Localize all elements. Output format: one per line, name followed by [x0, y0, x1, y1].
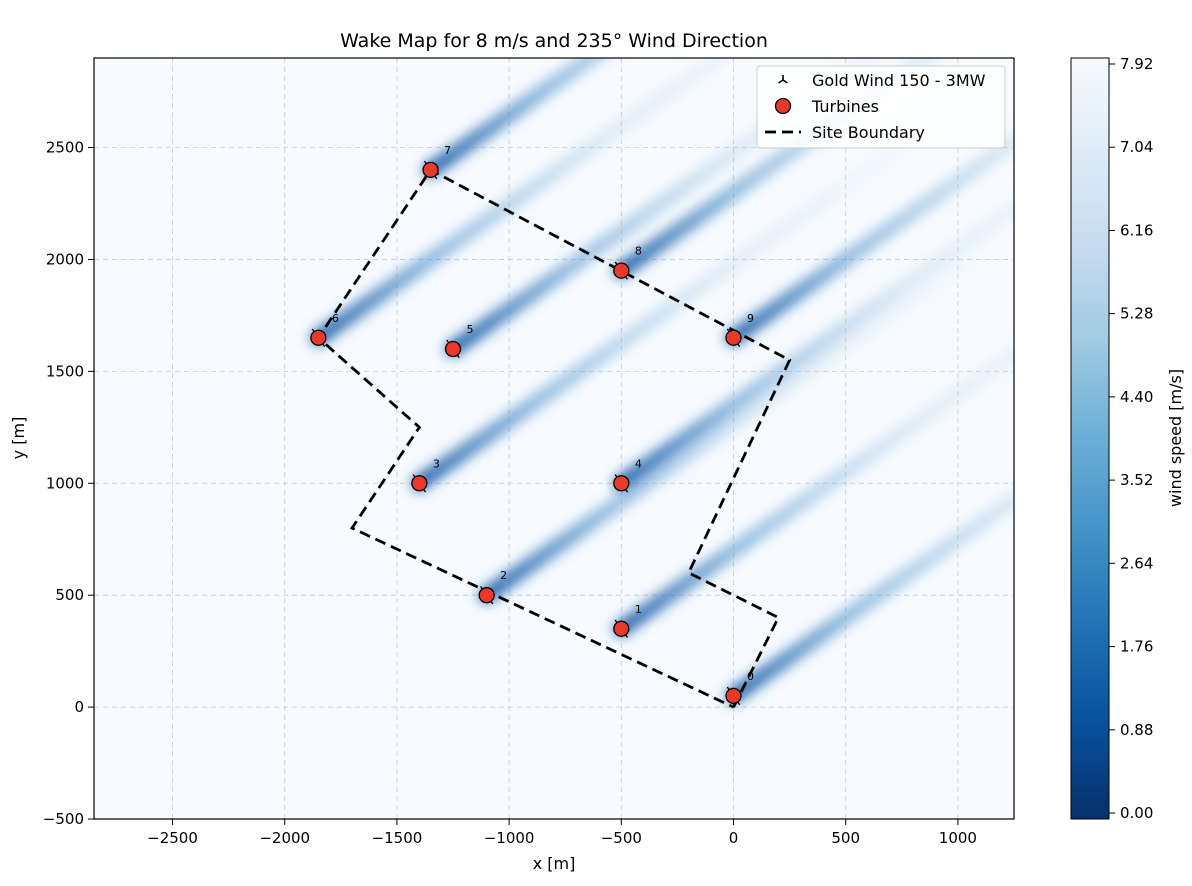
x-tick-label: −1000 [484, 829, 535, 847]
colorbar-tick-label: 2.64 [1120, 554, 1153, 572]
x-axis-label: x [m] [533, 854, 576, 873]
turbine-marker-5 [444, 340, 462, 358]
legend-label-model: Gold Wind 150 - 3MW [812, 71, 986, 90]
turbine-label-2: 2 [500, 569, 507, 582]
colorbar-tick-label: 7.92 [1120, 55, 1153, 73]
colorbar-label: wind speed [m/s] [1166, 369, 1185, 507]
turbine-marker-7 [422, 161, 439, 179]
wake-7 [422, 58, 605, 178]
turbine-label-8: 8 [635, 245, 642, 258]
y-axis-label: y [m] [9, 417, 28, 460]
turbine-label-0: 0 [747, 670, 754, 683]
wake-2 [478, 253, 973, 604]
legend: Gold Wind 150 - 3MW Turbines Site Bounda… [756, 65, 1006, 149]
turbine-label-5: 5 [467, 323, 474, 336]
turbine-label-9: 9 [747, 312, 754, 325]
y-tick-label: −500 [43, 810, 84, 828]
turbine-marker-8 [613, 262, 630, 279]
x-tick-label: −2000 [259, 829, 310, 847]
plot-background [94, 58, 1014, 819]
colorbar-tick-label: 0.00 [1120, 804, 1153, 822]
y-tick-label: 500 [55, 586, 84, 604]
x-tick-label: −1500 [372, 829, 423, 847]
colorbar-tick-label: 7.04 [1120, 138, 1153, 156]
turbine-label-1: 1 [635, 603, 642, 616]
x-axis-ticks: −2500 −2000 −1500 −1000 −500 0 500 1000 [147, 819, 977, 847]
wake-6 [310, 58, 733, 346]
turbine-marker-9 [725, 329, 742, 346]
y-tick-label: 0 [74, 698, 84, 716]
legend-label-boundary: Site Boundary [812, 123, 925, 142]
y-tick-label: 1000 [46, 474, 84, 492]
y-axis-ticks: −500 0 500 1000 1500 2000 2500 [43, 139, 94, 828]
plot-frame [93, 57, 1015, 820]
colorbar-tick-label: 4.40 [1120, 388, 1153, 406]
colorbar-ticks: 7.92 7.04 6.16 5.28 4.40 3.52 2.64 1.76 0.88 0.00 [1109, 55, 1153, 822]
turbine-marker-2 [478, 587, 495, 604]
turbine-marker-6 [310, 329, 327, 346]
colorbar-tick-label: 5.28 [1120, 305, 1153, 323]
colorbar [1070, 57, 1110, 820]
y-tick-label: 2500 [46, 139, 84, 157]
turbine-layer: 0 1 2 3 4 5 6 7 8 9 [310, 144, 754, 706]
colorbar-tick-label: 0.88 [1120, 721, 1153, 739]
wake-0 [725, 490, 1014, 704]
x-tick-label: 500 [831, 829, 860, 847]
y-tick-label: 1500 [46, 362, 84, 380]
legend-box [756, 65, 1006, 149]
y-tick-label: 2000 [46, 250, 84, 268]
colorbar-tick-label: 3.52 [1120, 471, 1153, 489]
turbine-marker-3 [411, 475, 428, 492]
turbine-label-7: 7 [444, 144, 451, 157]
turbine-marker-0 [725, 687, 742, 705]
turbine-label-4: 4 [635, 457, 642, 470]
tri-icon [778, 75, 788, 84]
turbine-marker-4 [613, 475, 630, 492]
colorbar-tick-label: 6.16 [1120, 221, 1153, 239]
chart-title: Wake Map for 8 m/s and 235° Wind Directi… [340, 30, 768, 52]
x-tick-label: −2500 [147, 829, 198, 847]
red-circle-icon [774, 97, 792, 115]
colorbar-tick-label: 1.76 [1120, 638, 1153, 656]
turbine-label-6: 6 [332, 312, 339, 325]
wake-1 [613, 344, 1014, 637]
x-tick-label: 1000 [939, 829, 977, 847]
x-tick-label: −500 [601, 829, 642, 847]
turbine-marker-1 [613, 620, 630, 637]
wake-4 [613, 199, 1014, 492]
wake-3 [411, 141, 906, 492]
x-tick-label: 0 [729, 829, 739, 847]
legend-label-turbines: Turbines [811, 97, 879, 116]
turbine-label-3: 3 [433, 457, 440, 470]
wake-9 [725, 132, 1014, 346]
